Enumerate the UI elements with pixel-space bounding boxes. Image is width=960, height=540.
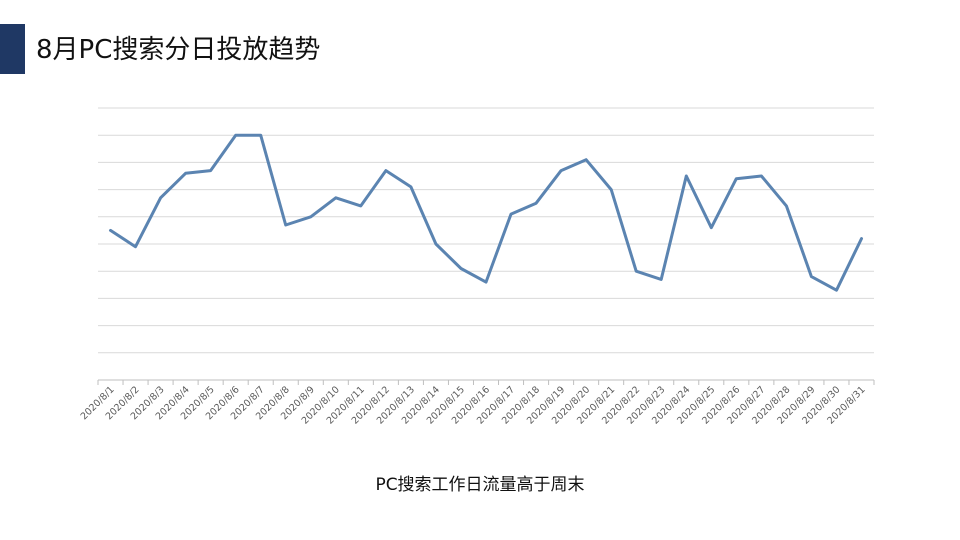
x-axis [97,379,875,385]
series-line-0 [109,133,863,292]
x-tick-labels: 2020/8/12020/8/22020/8/32020/8/42020/8/5… [79,384,868,426]
chart-caption: PC搜索工作日流量高于周末 [375,475,585,495]
series-layer [109,133,863,292]
page-title: 8月PC搜索分日投放趋势 [36,35,321,65]
gridlines [98,107,874,354]
title-accent-bar [0,24,25,74]
